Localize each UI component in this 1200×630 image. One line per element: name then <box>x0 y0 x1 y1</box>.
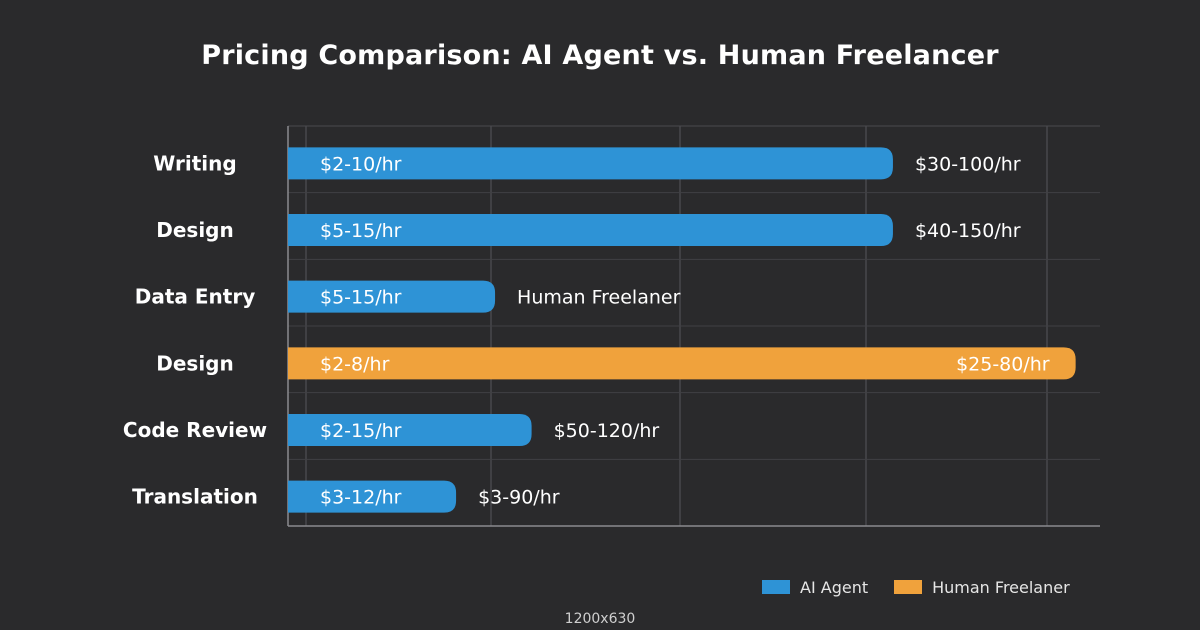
bar-outside-label-design-1: $40-150/hr <box>915 220 1021 242</box>
legend-item-ai-agent: AI Agent <box>762 578 868 597</box>
bar-inside-label-code-review-4: $2-15/hr <box>320 420 402 442</box>
legend-swatch-ai-agent <box>762 580 790 594</box>
legend-label-human-freelancer: Human Freelaner <box>932 577 1070 597</box>
bar-outside-label-data-entry-2: Human Freelaner <box>517 287 681 309</box>
bar-design-1 <box>288 214 893 246</box>
category-label-translation-5: Translation <box>132 485 258 509</box>
bar-inside-label-data-entry-2: $5-15/hr <box>320 287 402 309</box>
category-label-writing-0: Writing <box>153 151 236 175</box>
bar-design-3 <box>288 347 1076 380</box>
bar-inside-label-design-3: $2-8/hr <box>320 353 390 375</box>
bar-code-review-4 <box>288 414 532 446</box>
bar-outside-label-code-review-4: $50-120/hr <box>554 420 660 442</box>
bar-outside-label-translation-5: $3-90/hr <box>478 487 560 509</box>
bar-inside-label-writing-0: $2-10/hr <box>320 153 402 175</box>
category-label-design-3: Design <box>156 351 233 375</box>
bar-data-entry-2 <box>288 280 496 313</box>
bar-inside-label-design-1: $5-15/hr <box>320 220 402 242</box>
image-size-caption: 1200x630 <box>564 611 636 627</box>
category-label-code-review-4: Code Review <box>123 418 267 442</box>
category-label-data-entry-2: Data Entry <box>135 285 255 309</box>
bar-outside-label-writing-0: $30-100/hr <box>915 153 1021 175</box>
legend-swatch-human-freelancer <box>894 580 923 594</box>
category-label-design-1: Design <box>156 218 233 242</box>
bar-outside-label-design-3: $25-80/hr <box>956 353 1050 375</box>
legend-item-human-freelancer: Human Freelaner <box>894 578 1070 597</box>
legend: AI Agent Human Freelaner <box>762 576 1096 598</box>
bar-translation-5 <box>288 480 457 513</box>
bar-writing-0 <box>288 147 893 180</box>
bar-inside-label-translation-5: $3-12/hr <box>320 487 402 509</box>
legend-label-ai-agent: AI Agent <box>800 577 869 597</box>
chart-title: Pricing Comparison: AI Agent vs. Human F… <box>201 40 999 71</box>
